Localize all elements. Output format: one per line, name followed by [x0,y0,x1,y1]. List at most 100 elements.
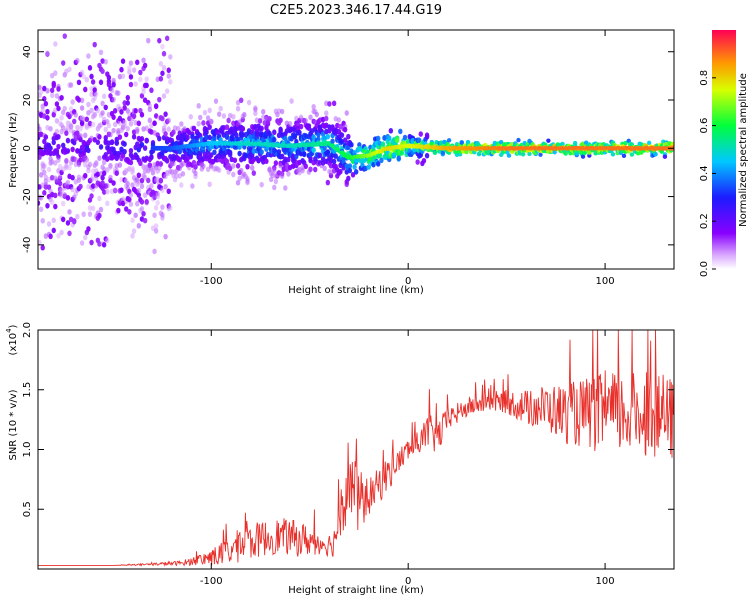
colorbar-tick-label: 0.0 [699,261,710,277]
y-tick-label: 40 [22,45,33,58]
spectrogram-point [119,66,124,73]
spectrogram-point [144,137,149,144]
spectrogram-point [65,179,71,186]
spectrogram-point [204,153,209,160]
spectrogram-point [42,163,47,169]
spectrogram-point [83,172,88,179]
spectrogram-point [84,157,90,163]
spectrogram-point [105,188,110,195]
spectrogram-point [61,60,66,66]
spectrogram-point [53,41,58,47]
spectrogram-point [122,148,127,155]
spectrogram-point [240,131,245,138]
spectrogram-point [314,111,320,118]
spectrogram-point [101,170,107,177]
spectrogram-point [78,183,83,190]
spectrogram-point [240,126,245,132]
spectrogram-plot-area [38,33,674,255]
spectrogram-point [92,87,97,93]
spectrogram-point [308,114,313,121]
spectrogram-point [100,110,105,116]
spectrogram-point [160,187,165,193]
spectrogram-point [131,67,137,73]
spectrogram-point [158,161,164,167]
spectrogram-y-axis: -40 -20 0 20 40 [22,45,674,253]
spectrogram-point [87,205,93,211]
spectrogram-point [90,168,96,174]
spectrogram-point [144,125,149,131]
spectrogram-point [125,94,130,101]
spectrogram-point [90,79,96,85]
spectrogram-point [61,142,66,149]
spectrogram-point [347,163,353,169]
spectrogram-point [311,147,316,153]
spectrogram-point [306,146,312,152]
spectrogram-point [101,93,107,100]
spectrogram-point [45,202,50,209]
spectrogram-point [51,217,56,224]
spectrogram-point [98,49,104,56]
spectrogram-point [51,227,56,234]
spectrogram-point [163,111,168,117]
spectrogram-point [204,127,209,133]
spectrogram-point [108,174,113,181]
spectrogram-point [212,149,217,156]
spectrogram-point [89,193,94,199]
snr-y-axis: 0.5 1.0 1.5 2.0 [22,322,674,517]
spectrogram-point [610,152,616,157]
spectrogram-point [147,106,153,113]
spectrogram-point [46,221,52,227]
spectrogram-point [40,217,45,224]
spectrogram-point [83,132,88,139]
spectrogram-point [38,89,44,95]
spectrogram-point [130,154,135,161]
spectrogram-point [100,68,105,75]
spectrogram-point [103,104,108,111]
spectrogram-point [142,145,148,151]
spectrogram-point [421,157,427,164]
spectrogram-point [221,113,227,119]
spectrogram-point [45,115,50,121]
spectrogram-point [144,76,149,82]
spectrogram-point [127,196,132,203]
spectrogram-point [94,91,99,98]
spectrogram-point [136,120,142,127]
x-tick-label: 100 [596,576,615,587]
spectrogram-point [142,217,148,224]
spectrogram-point [128,192,134,198]
spectrogram-point [376,135,381,142]
colorbar-gradient [712,30,736,269]
spectrogram-point [139,111,145,118]
spectrogram-point [237,119,242,125]
spectrogram-point [136,172,142,179]
spectrogram-point [342,137,348,143]
snr-x-axis-label: Height of straight line (km) [288,585,424,596]
spectrogram-point [279,153,285,160]
spectrogram-point [379,157,384,164]
spectrogram-point [298,123,304,130]
spectrogram-point [75,213,80,220]
spectrogram-point [325,149,331,156]
spectrogram-point [231,113,236,120]
spectrogram-point [311,134,316,141]
spectrogram-point [61,125,66,131]
spectrogram-point [48,125,53,132]
spectrogram-point [106,122,112,129]
spectrogram-point [75,148,80,154]
spectrogram-point [166,67,171,74]
spectrogram-point [342,126,348,133]
spectrogram-point [160,115,165,122]
spectrogram-point [54,118,60,124]
spectrogram-point [352,164,357,170]
spectrogram-point [56,105,61,112]
spectrogram-point [157,96,162,103]
spectrogram-point [520,152,526,157]
snr-plot-area [38,330,674,567]
spectrogram-point [49,92,55,99]
spectrogram-point [297,129,302,136]
spectrogram-point [279,173,285,179]
spectrogram-point [138,160,143,166]
spectrogram-point [87,161,93,168]
spectrogram-point [160,212,165,218]
